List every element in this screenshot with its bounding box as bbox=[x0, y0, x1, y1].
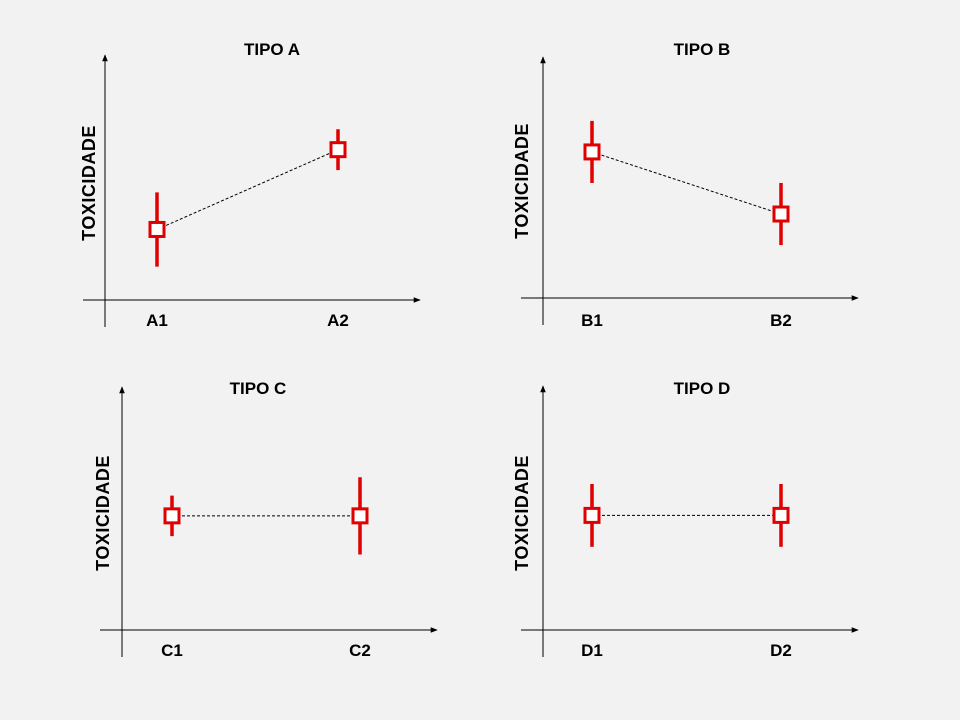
chart-3-title: TIPO D bbox=[674, 379, 731, 398]
chart-0-point-a2 bbox=[329, 141, 347, 159]
chart-0-tick-label-a2: A2 bbox=[327, 311, 349, 330]
chart-0-connector-line bbox=[156, 149, 339, 230]
chart-3-tick-label-d2: D2 bbox=[770, 641, 792, 660]
chart-1-point-b1 bbox=[583, 143, 601, 161]
chart-2-point-c1 bbox=[163, 507, 181, 525]
chart-2-title: TIPO C bbox=[230, 379, 287, 398]
chart-1-point-b2 bbox=[772, 205, 790, 223]
chart-1-tick-label-b2: B2 bbox=[770, 311, 792, 330]
chart-3-point-d1 bbox=[583, 506, 601, 524]
chart-2-point-c2 bbox=[351, 507, 369, 525]
chart-3-tick-label-d1: D1 bbox=[581, 641, 603, 660]
chart-1-tick-label-b1: B1 bbox=[581, 311, 603, 330]
chart-3-point-d2 bbox=[772, 506, 790, 524]
chart-2-tick-label-c1: C1 bbox=[161, 641, 183, 660]
chart-0-y-axis-label: TOXICIDADE bbox=[79, 125, 99, 241]
chart-0-point-a1 bbox=[148, 220, 166, 238]
chart-0-tick-label-a1: A1 bbox=[146, 311, 168, 330]
chart-1-title: TIPO B bbox=[674, 40, 731, 59]
chart-3-y-axis-label: TOXICIDADE bbox=[512, 455, 532, 571]
chart-2-y-axis-label: TOXICIDADE bbox=[93, 455, 113, 571]
chart-1-connector-line bbox=[591, 151, 782, 215]
chart-2-tick-label-c2: C2 bbox=[349, 641, 371, 660]
chart-0-title: TIPO A bbox=[244, 40, 300, 59]
chart-1-y-axis-label: TOXICIDADE bbox=[512, 123, 532, 239]
